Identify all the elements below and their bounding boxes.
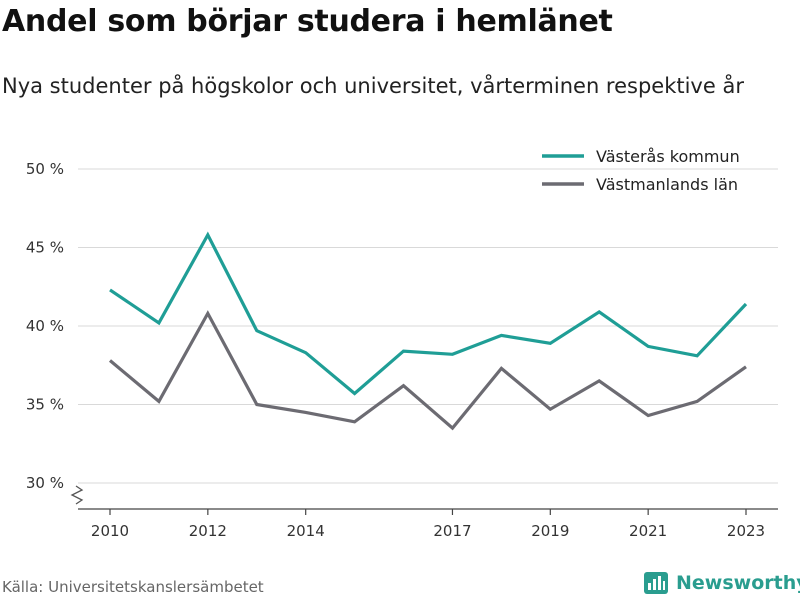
x-axis: [70, 485, 778, 510]
chart-title: Andel som börjar studera i hemlänet: [2, 4, 613, 39]
newsworthy-logo-icon: [644, 572, 668, 594]
y-tick-label: 35 %: [26, 396, 64, 414]
legend-label: Västerås kommun: [596, 147, 740, 166]
legend-label: Västmanlands län: [596, 175, 738, 194]
brand-name: Newsworthy: [676, 572, 800, 594]
source-note: Källa: Universitetskanslersämbetet: [2, 578, 264, 596]
brand-logo: Newsworthy: [644, 570, 800, 596]
y-tick-label: 45 %: [26, 239, 64, 257]
series-line: [108, 310, 747, 431]
series-lines: [108, 231, 748, 431]
x-tick-label: 2023: [727, 522, 765, 540]
x-tick-label: 2019: [531, 522, 569, 540]
y-tick-label: 30 %: [26, 474, 64, 492]
series-line: [109, 231, 748, 396]
y-tick-label: 40 %: [26, 317, 64, 335]
y-tick-label: 50 %: [26, 160, 64, 178]
chart-subtitle: Nya studenter på högskolor och universit…: [2, 74, 744, 98]
x-tick-label: 2012: [189, 522, 227, 540]
axis-break-icon: [70, 485, 84, 505]
x-tick-label: 2014: [287, 522, 325, 540]
legend: Västerås kommun Västmanlands län: [542, 147, 740, 194]
x-tick-label: 2010: [91, 522, 129, 540]
gridlines: [78, 168, 778, 484]
x-tick-label: 2017: [433, 522, 471, 540]
x-axis-ticks: 2010 2012 2014 2017 2019 2021 2023: [91, 509, 765, 540]
y-axis-ticks: 30 % 35 % 40 % 45 % 50 %: [26, 160, 64, 492]
x-tick-label: 2021: [629, 522, 667, 540]
